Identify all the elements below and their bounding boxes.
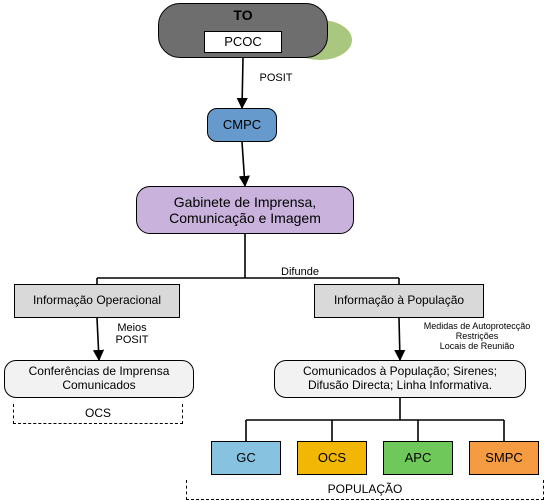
edge-label-posit1: POSIT	[251, 72, 301, 84]
node-smpc: SMPC	[469, 441, 539, 475]
node-info_op-label: Informação Operacional	[27, 294, 167, 308]
node-apc-label: APC	[399, 451, 438, 466]
node-ocs-label: OCS	[312, 451, 352, 466]
node-gabinete: Gabinete de Imprensa, Comunicação e Imag…	[136, 186, 354, 234]
dashed-ocs_d-label: OCS	[85, 407, 111, 421]
node-comun: Comunicados à População; Sirenes; Difusã…	[274, 360, 526, 398]
node-cmpc: CMPC	[207, 108, 277, 142]
node-apc: APC	[383, 441, 453, 475]
edge-label-difunde: Difunde	[272, 266, 328, 278]
dashed-ocs_d: OCS	[13, 404, 183, 424]
node-gc-label: GC	[230, 451, 262, 466]
edge-label-meios: MeiosPOSIT	[102, 322, 162, 346]
node-pcoc-label: PCOC	[218, 35, 268, 50]
node-conf: Conferências de Imprensa Comunicados	[4, 360, 194, 398]
node-ocs: OCS	[297, 441, 367, 475]
node-pcoc: PCOC	[204, 31, 282, 53]
node-info_pop-label: Informação à População	[328, 294, 470, 308]
node-cmpc-label: CMPC	[217, 118, 267, 133]
dashed-pop_d-label: POPULAÇÃO	[328, 483, 403, 497]
edge-label-medidas: Medidas de AutoprotecçãoRestriçõesLocais…	[402, 322, 549, 352]
node-gc: GC	[211, 441, 281, 475]
node-smpc-label: SMPC	[479, 451, 529, 466]
dashed-pop_d: POPULAÇÃO	[186, 480, 544, 500]
node-gabinete-label: Gabinete de Imprensa, Comunicação e Imag…	[137, 194, 353, 226]
node-to-label: TO	[227, 7, 258, 23]
node-info_op: Informação Operacional	[14, 284, 180, 318]
node-info_pop: Informação à População	[314, 284, 484, 318]
node-comun-label: Comunicados à População; Sirenes; Difusã…	[275, 365, 525, 393]
node-conf-label: Conferências de Imprensa Comunicados	[5, 365, 193, 393]
